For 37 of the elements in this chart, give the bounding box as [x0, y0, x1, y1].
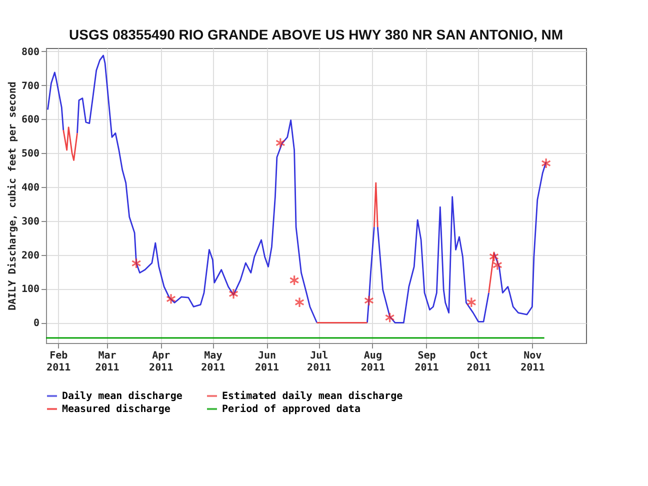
x-tick-label: Sep 2011 [414, 350, 439, 374]
y-axis-title: DAILY Discharge, cubic feet per second [6, 82, 18, 310]
point [489, 250, 499, 262]
legend-label: Period of approved data [222, 403, 360, 415]
legend-label: Measured discharge [62, 403, 170, 415]
point [541, 158, 551, 169]
x-tick-label: Jul 2011 [307, 350, 332, 374]
point [364, 295, 374, 306]
point [289, 274, 300, 286]
x-tick-label: Nov 2011 [520, 350, 545, 374]
y-tick-label: 500 [21, 148, 40, 160]
y-tick-label: 700 [21, 80, 40, 92]
y-tick-label: 400 [21, 182, 40, 194]
x-tick-label: Mar 2011 [95, 350, 120, 374]
legend-label: Estimated daily mean discharge [222, 390, 403, 402]
legend-label: Daily mean discharge [62, 390, 182, 402]
x-tick-label: Apr 2011 [149, 350, 174, 374]
x-tick-label: Oct 2011 [466, 350, 491, 374]
y-tick-label: 200 [21, 250, 40, 262]
point [166, 293, 176, 304]
point [492, 259, 502, 271]
point [466, 296, 476, 308]
point [131, 258, 142, 269]
x-tick-label: Aug 2011 [360, 350, 385, 374]
y-tick-label: 800 [21, 46, 40, 58]
chart-title: USGS 08355490 RIO GRANDE ABOVE US HWY 380 NR SAN ANTONIO, NM [68, 26, 564, 42]
y-tick-label: 600 [21, 114, 40, 126]
x-tick-label: Jun 2011 [254, 350, 280, 374]
y-tick-label: 100 [21, 284, 40, 296]
x-tick-label: Feb 2011 [46, 350, 71, 374]
y-tick-label: 0 [33, 318, 40, 330]
point [294, 296, 304, 308]
x-tick-label: May 2011 [201, 350, 226, 374]
y-tick-label: 300 [21, 216, 40, 228]
point [275, 137, 286, 148]
point [228, 288, 238, 300]
point [384, 312, 395, 324]
